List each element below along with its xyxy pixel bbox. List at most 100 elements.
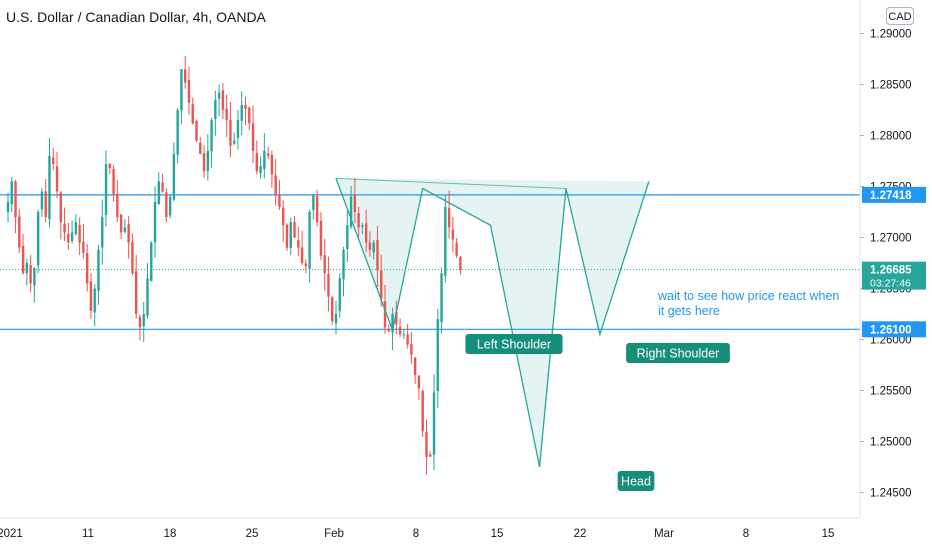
candle-body [353, 195, 357, 212]
candle [364, 209, 368, 253]
candle [104, 150, 108, 227]
candle-body [263, 150, 266, 170]
left-shoulder-label: Left Shoulder [465, 334, 563, 354]
time-tick-label: 15 [491, 528, 504, 540]
candle [319, 211, 323, 261]
time-tick-label: 2021 [0, 528, 23, 540]
candle [349, 185, 353, 230]
candle-body [357, 213, 360, 228]
candle [199, 136, 202, 155]
candle [459, 255, 462, 275]
candle [274, 158, 277, 206]
candle [368, 231, 372, 257]
candle [387, 324, 390, 333]
candle-body [308, 212, 311, 269]
candle [244, 96, 247, 126]
time-tick-label: 15 [822, 528, 835, 540]
candle [455, 238, 458, 259]
candle [21, 233, 25, 275]
time-tick-label: Mar [654, 528, 674, 540]
candle-body [146, 278, 149, 316]
candle-body [112, 169, 115, 195]
candle [101, 199, 104, 265]
candle [191, 97, 194, 125]
candle-body [202, 153, 206, 172]
candle [263, 133, 266, 179]
candle-body [210, 120, 213, 152]
candle-body [402, 334, 406, 336]
candle [123, 219, 127, 234]
candle [161, 173, 164, 193]
right-shoulder-label: Right Shoulder [626, 343, 730, 363]
candle-body [187, 79, 191, 103]
time-tick-label: 25 [246, 528, 259, 540]
candle [425, 419, 428, 475]
note-text-line1: wait to see how price react when [657, 289, 839, 303]
candle-body [293, 222, 296, 238]
candle-body [342, 249, 345, 280]
support-price-tag-text: 1.26100 [870, 324, 912, 336]
resistance-price-tag: 1.27418 [862, 186, 926, 203]
candle-body [338, 278, 341, 312]
candle-body [214, 99, 217, 120]
price-tick-label: 1.28000 [870, 131, 912, 143]
candle-body [97, 249, 100, 291]
candle [346, 210, 349, 263]
candle [10, 176, 13, 213]
candle-body [297, 240, 300, 248]
head-label-bg [617, 471, 655, 491]
candle-body [18, 216, 21, 248]
candle-body [176, 110, 179, 155]
candle-body [172, 153, 176, 200]
candle [395, 300, 398, 335]
candle [312, 194, 315, 220]
current-price-tag-bg [862, 261, 926, 290]
candle-body [251, 123, 255, 151]
candle-body [150, 242, 153, 282]
pattern-fill [335, 178, 649, 467]
head-and-shoulders-pattern [335, 178, 649, 467]
candle [202, 145, 206, 179]
candle [221, 82, 225, 120]
candle-body [168, 196, 172, 216]
candle-body [165, 192, 168, 218]
candle [142, 301, 145, 343]
candle-body [104, 164, 108, 215]
candle [361, 222, 364, 235]
candle-body [349, 196, 353, 227]
candle-body [285, 224, 289, 248]
candle [278, 180, 281, 211]
price-tick-label: 1.25000 [870, 437, 912, 449]
candle-body [199, 142, 202, 154]
candle-body [108, 163, 111, 169]
time-tick-label: 11 [82, 528, 94, 540]
candle-body [391, 314, 394, 333]
candle [447, 190, 451, 239]
candle [97, 244, 100, 305]
candle-body [206, 150, 210, 171]
candle-body [398, 326, 402, 335]
candle [289, 217, 292, 256]
candle-body [323, 255, 326, 274]
head-label: Head [617, 471, 655, 491]
chart-title: U.S. Dollar / Canadian Dollar, 4h, OANDA [6, 9, 266, 25]
candle [342, 246, 345, 297]
currency-badge[interactable]: CAD [886, 7, 914, 25]
left-shoulder-label-text: Left Shoulder [477, 338, 551, 352]
candle-body [395, 312, 398, 325]
candle-body [259, 166, 262, 174]
candle-body [383, 301, 387, 328]
candle [432, 374, 436, 471]
candle-body [14, 181, 17, 218]
candle-body [131, 242, 134, 274]
candle [93, 284, 96, 327]
resistance-price-tag-text: 1.27418 [870, 190, 912, 202]
left-shoulder-label-bg [465, 334, 563, 354]
neckline [335, 177, 566, 190]
candle [444, 195, 447, 283]
candle-body [44, 191, 47, 218]
candle-body [444, 206, 447, 276]
candle [165, 188, 168, 223]
candle [248, 106, 251, 131]
